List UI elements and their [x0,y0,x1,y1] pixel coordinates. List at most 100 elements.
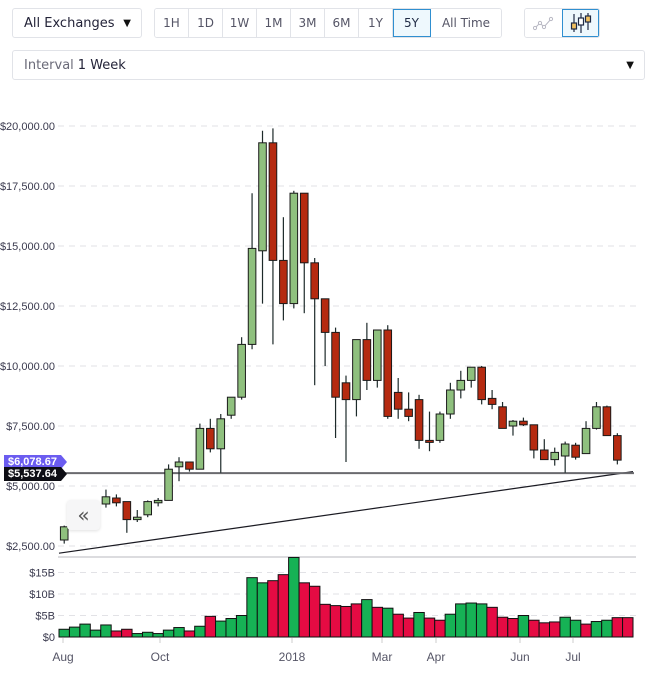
volume-bar[interactable] [131,633,143,638]
candle[interactable] [435,411,445,443]
candle[interactable] [550,447,560,466]
volume-bar[interactable] [434,619,446,638]
volume-bar[interactable] [611,617,624,638]
volume-bar[interactable] [235,615,248,638]
candle[interactable] [247,193,257,350]
candle[interactable] [101,489,111,508]
candle[interactable] [174,457,184,482]
volume-bar[interactable] [475,603,488,638]
volume-bar[interactable] [162,629,175,638]
volume-bar[interactable] [392,613,404,638]
volume-bar[interactable] [340,605,352,638]
line-chart-button[interactable] [525,9,562,37]
candle[interactable] [487,390,497,410]
candle[interactable] [560,441,570,473]
volume-bar[interactable] [601,619,613,638]
candlestick-chart-button[interactable] [562,9,599,37]
volume-bar[interactable] [79,623,91,638]
candle[interactable] [571,442,580,460]
candle[interactable] [185,461,194,472]
volume-bar[interactable] [496,616,509,638]
candle[interactable] [279,217,288,321]
candle[interactable] [216,414,226,473]
volume-bar[interactable] [329,605,342,638]
candle[interactable] [425,411,434,452]
candle[interactable] [592,402,601,430]
range-button-1w[interactable]: 1W [223,9,257,37]
volume-bar[interactable] [559,616,571,638]
volume-bar[interactable] [141,631,154,638]
candle[interactable] [404,392,413,422]
volume-bar[interactable] [288,556,300,638]
candle[interactable] [581,421,591,455]
volume-bar[interactable] [267,580,279,638]
range-button-1y[interactable]: 1Y [359,9,393,37]
candle[interactable] [602,405,612,437]
candle[interactable] [498,402,507,429]
candle[interactable] [393,378,403,419]
candle[interactable] [112,494,121,507]
volume-bar[interactable] [590,621,603,638]
volume-bar[interactable] [89,629,102,638]
volume-bar[interactable] [538,622,551,638]
volume-bar[interactable] [423,617,436,638]
volume-bar[interactable] [382,607,394,638]
volume-bar[interactable] [204,615,217,638]
trend-line[interactable] [58,471,634,554]
interval-select[interactable]: Interval 1 Week ▼ [12,50,645,80]
candle[interactable] [258,130,267,304]
candle[interactable] [268,128,278,345]
candle[interactable] [59,525,69,544]
volume-bar[interactable] [183,630,196,638]
candle[interactable] [331,327,340,439]
volume-bar[interactable] [173,627,185,638]
volume-bar[interactable] [215,620,227,638]
candle[interactable] [477,366,486,405]
volume-bar[interactable] [465,602,477,638]
candle[interactable] [310,258,319,386]
range-button-5y[interactable]: 5Y [393,9,431,37]
volume-bar[interactable] [361,599,373,638]
candle[interactable] [508,420,518,436]
volume-bar[interactable] [371,606,384,638]
volume-bar[interactable] [455,603,467,638]
range-button-1m[interactable]: 1M [257,9,291,37]
volume-bar[interactable] [58,628,70,638]
candle[interactable] [613,433,622,465]
candle[interactable] [466,366,476,388]
candle[interactable] [383,325,393,419]
candle[interactable] [132,510,142,523]
range-button-6m[interactable]: 6M [325,9,359,37]
volume-bar[interactable] [246,577,258,638]
volume-bar[interactable] [319,603,331,638]
range-button-all-time[interactable]: All Time [431,9,501,37]
volume-bar[interactable] [121,628,133,638]
volume-bar[interactable] [308,585,321,638]
volume-bar[interactable] [152,633,164,638]
candle[interactable] [299,192,309,314]
volume-bar[interactable] [225,618,237,638]
candle[interactable] [195,423,205,470]
candle[interactable] [320,298,330,367]
candle[interactable] [122,501,132,533]
candle[interactable] [226,396,236,419]
volume-bar[interactable] [350,603,363,638]
range-button-1h[interactable]: 1H [155,9,189,37]
exchange-select[interactable]: All Exchanges ▼ [12,8,142,38]
volume-bar[interactable] [110,630,123,638]
volume-bar[interactable] [580,623,592,638]
volume-bar[interactable] [528,619,540,638]
candle[interactable] [341,375,351,463]
volume-bar[interactable] [256,582,269,638]
candle[interactable] [362,322,372,391]
volume-bar[interactable] [402,617,415,638]
candle[interactable] [414,394,424,449]
candle[interactable] [352,339,361,417]
volume-bar[interactable] [413,611,425,638]
candle[interactable] [373,329,382,388]
candle[interactable] [456,370,466,399]
volume-bar[interactable] [298,582,310,638]
volume-bar[interactable] [549,621,561,638]
candle[interactable] [153,498,163,507]
volume-bar[interactable] [507,618,519,638]
